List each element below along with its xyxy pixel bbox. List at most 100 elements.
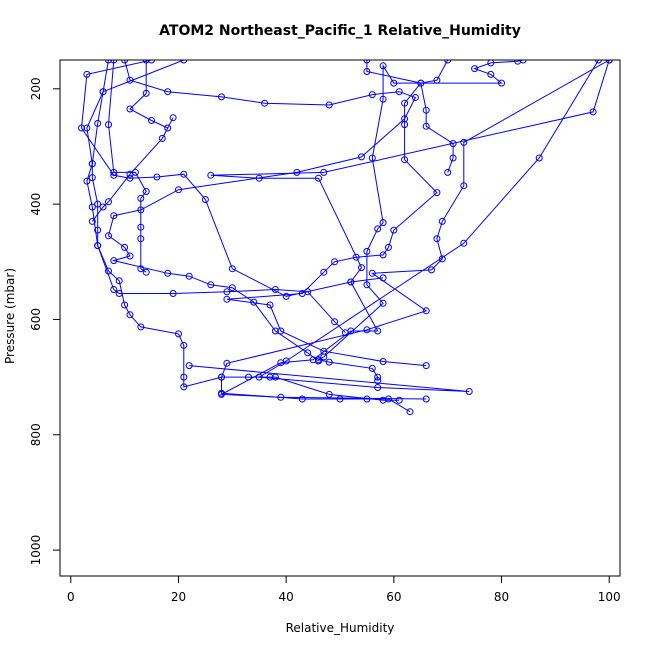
series-line-2 [220,60,610,401]
data-point [325,101,333,109]
data-point [105,198,112,206]
data-point [379,358,387,365]
data-point [78,124,85,132]
data-point [271,327,279,335]
y-tick-label: 800 [29,423,43,446]
data-point [390,79,398,87]
data-point [137,206,145,214]
data-point [428,266,435,274]
data-point [180,383,188,391]
data-point [207,171,215,179]
data-point [88,160,96,168]
data-point [374,225,382,233]
data-point [444,60,452,64]
series-line-11 [107,60,417,362]
data-point [83,124,91,132]
data-point [304,288,312,296]
data-point [94,226,102,234]
data-point [422,307,430,315]
data-point [395,88,403,96]
data-point [223,288,231,296]
data-point [417,79,425,87]
data-point [460,182,468,190]
data-point [595,60,602,64]
data-point [315,174,322,182]
data-point [304,349,312,357]
series-line-4 [317,60,524,381]
data-point [99,203,107,211]
data-point [460,239,468,247]
data-point [218,373,225,381]
data-point [148,60,155,64]
data-point [105,121,112,129]
data-point [110,212,118,220]
data-point [142,188,150,195]
data-point [266,301,274,309]
data-point [374,373,382,381]
data-point [379,219,387,227]
data-point [121,243,129,251]
data-point [126,170,134,178]
data-point [207,281,215,289]
data-point [271,373,279,381]
data-point [331,258,339,266]
data-point [180,60,188,64]
series-line-6 [366,60,454,173]
x-tick-label: 80 [494,590,509,604]
x-tick-label: 40 [279,590,294,604]
x-tick-label: 0 [67,590,75,604]
data-point [164,88,172,96]
data-point [487,60,495,67]
data-point [169,114,177,122]
series-line-1 [210,60,610,400]
data-point [363,60,371,64]
data-point [498,79,505,87]
data-point [438,255,446,263]
data-point [99,88,107,96]
data-point [175,186,182,194]
data-point [379,274,387,282]
data-point [352,253,360,261]
data-point [271,286,279,293]
data-point [368,91,376,99]
data-point [137,194,145,202]
data-point [379,95,387,103]
data-point [471,65,479,73]
data-point [88,217,96,225]
series-line-9 [107,60,147,273]
data-point [379,62,387,70]
data-point [363,326,371,334]
data-point [406,408,414,416]
data-point [320,347,328,355]
data-point [519,60,527,64]
data-point [368,364,376,372]
data-point [153,173,161,181]
data-point [589,108,597,116]
data-point [385,243,392,251]
data-point [341,329,349,337]
data-point [105,60,112,64]
data-point [438,217,446,225]
data-point [223,295,231,303]
data-point [411,94,419,101]
data-point [433,235,441,243]
data-point [368,154,376,162]
data-point [320,268,328,276]
x-tick-label: 100 [598,590,621,604]
x-axis: 0 20 40 60 80 100 [67,575,621,604]
data-point [422,106,430,114]
data-point [282,292,290,300]
data-point [88,174,96,182]
data-point [180,170,188,178]
y-tick-label: 200 [29,77,43,100]
data-point [110,60,118,64]
series-line-10 [91,60,174,222]
data-point [88,203,96,211]
data-point [433,189,441,197]
data-point [266,373,274,381]
data-point [137,235,145,243]
data-point [115,277,123,285]
data-point [142,60,150,64]
data-point [255,373,263,381]
data-point [164,124,172,132]
